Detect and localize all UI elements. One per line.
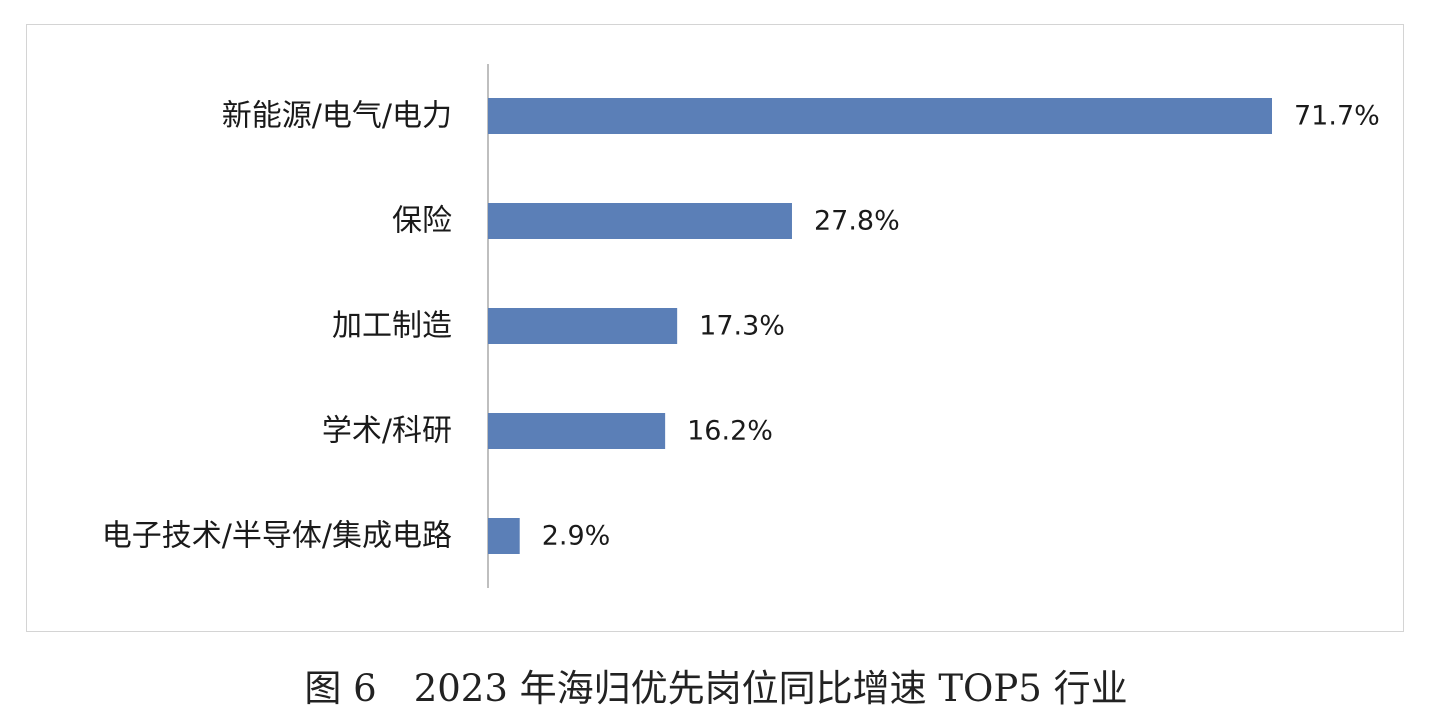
category-label-1: 保险 — [392, 204, 452, 239]
bar-3 — [488, 413, 666, 449]
bar-2 — [488, 308, 678, 344]
value-label-0: 71.7% — [1294, 101, 1380, 132]
figure-caption: 图 6 2023 年海归优先岗位同比增速 TOP5 行业 — [304, 667, 1128, 710]
bar-0 — [488, 98, 1272, 134]
category-label-3: 学术/科研 — [322, 414, 452, 449]
bar-1 — [488, 203, 792, 239]
value-label-4: 2.9% — [542, 521, 611, 552]
category-label-0: 新能源/电气/电力 — [222, 99, 452, 134]
category-label-2: 加工制造 — [332, 309, 452, 344]
value-labels: 71.7% 27.8% 17.3% 16.2% 2.9% — [542, 101, 1380, 552]
bar-4 — [488, 518, 520, 554]
value-label-3: 16.2% — [687, 416, 773, 447]
value-label-2: 17.3% — [699, 311, 785, 342]
category-label-4: 电子技术/半导体/集成电路 — [102, 519, 452, 554]
value-label-1: 27.8% — [814, 206, 900, 237]
bars-group — [488, 98, 1272, 554]
